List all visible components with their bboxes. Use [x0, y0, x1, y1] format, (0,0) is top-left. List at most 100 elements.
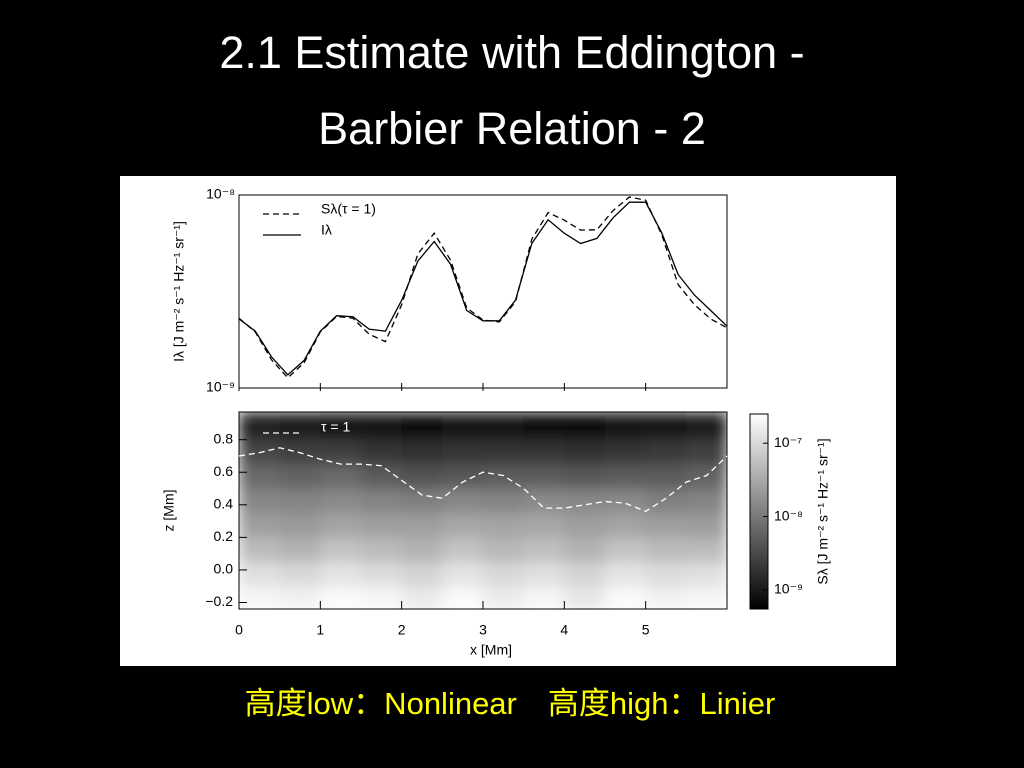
y-tick-label: 0.8 — [214, 430, 234, 446]
heatmap-cell — [239, 537, 281, 563]
heatmap-cell — [645, 464, 687, 490]
heatmap-cell — [361, 561, 403, 587]
heatmap-cell — [645, 586, 687, 609]
colorbar-tick-label: 10⁻⁷ — [774, 434, 802, 450]
heatmap-cell — [320, 488, 362, 514]
y-tick-label: 0.0 — [214, 561, 234, 577]
y-axis-label: Iλ [J m⁻² s⁻¹ Hz⁻¹ sr⁻¹] — [171, 221, 187, 362]
line — [238, 201, 728, 376]
heatmap-cell — [523, 537, 565, 563]
heatmap-cell — [279, 537, 321, 563]
heatmap-cell — [605, 439, 647, 465]
y-tick-label: 10⁻⁸ — [206, 186, 235, 202]
colorbar-tick-label: 10⁻⁸ — [774, 507, 803, 523]
heatmap-cell — [320, 412, 362, 441]
x-tick-label: 1 — [316, 622, 324, 638]
heatmap-cell — [483, 412, 525, 441]
heatmap-cell — [483, 537, 525, 563]
heatmap-cell — [483, 561, 525, 587]
legend-label: τ = 1 — [321, 419, 350, 435]
heatmap-cell — [605, 412, 647, 441]
legend-label: Sλ(τ = 1) — [321, 201, 376, 217]
legend-label: Iλ — [321, 222, 332, 238]
heatmap-cell — [645, 512, 687, 538]
heatmap-cell — [442, 439, 484, 465]
heatmap-cell — [564, 586, 606, 609]
heatmap-cell — [605, 537, 647, 563]
heatmap-cell — [442, 464, 484, 490]
x-tick-label: 0 — [235, 622, 243, 638]
heatmap-cell — [442, 512, 484, 538]
heatmap-cell — [523, 464, 565, 490]
heatmap-cell — [401, 537, 443, 563]
heatmap-cell — [483, 488, 525, 514]
heatmap-cell — [239, 512, 281, 538]
heatmap-cell — [483, 512, 525, 538]
heatmap-cell — [442, 561, 484, 587]
heatmap-cell — [320, 464, 362, 490]
heatmap-clip — [239, 412, 727, 609]
heatmap-cell — [605, 464, 647, 490]
heatmap-cell — [279, 488, 321, 514]
heatmap-cell — [442, 586, 484, 609]
heatmap-cell — [279, 561, 321, 587]
heatmap-cell — [645, 488, 687, 514]
heatmap-cell — [564, 464, 606, 490]
y-tick-label: 0.4 — [214, 496, 234, 512]
heatmap-cell — [686, 488, 727, 514]
heatmap-cell — [361, 488, 403, 514]
heatmap-cell — [239, 561, 281, 587]
y-tick-label: 10⁻⁹ — [206, 379, 235, 395]
heatmap-cell — [239, 586, 281, 609]
y-tick-label: −0.2 — [205, 593, 233, 609]
heatmap-cell — [361, 412, 403, 441]
y-tick-label: 0.2 — [214, 528, 234, 544]
x-tick-label: 4 — [560, 622, 568, 638]
heatmap-cell — [605, 586, 647, 609]
heatmap-cell — [523, 586, 565, 609]
x-tick-label: 2 — [398, 622, 406, 638]
heatmap-cell — [686, 439, 727, 465]
heatmap-cell — [401, 439, 443, 465]
heatmap-cell — [564, 512, 606, 538]
heatmap-cell — [279, 464, 321, 490]
colorbar-label: Sλ [J m⁻² s⁻¹ Hz⁻¹ sr⁻¹] — [815, 438, 831, 584]
heatmap-cell — [320, 512, 362, 538]
heatmap-cell — [401, 464, 443, 490]
heatmap-cell — [279, 512, 321, 538]
heatmap-cell — [645, 537, 687, 563]
heatmap-cell — [523, 488, 565, 514]
caption: 高度low：Nonlinear 高度high：Linier — [245, 686, 776, 721]
heatmap-cell — [564, 439, 606, 465]
heatmap-cell — [442, 537, 484, 563]
heatmap-cell — [564, 537, 606, 563]
heatmap-cell — [320, 537, 362, 563]
heatmap-cell — [686, 537, 727, 563]
heatmap-cell — [564, 561, 606, 587]
heatmap-cell — [483, 439, 525, 465]
heatmap-cell — [401, 488, 443, 514]
heatmap-cell — [523, 439, 565, 465]
heatmap-cell — [564, 488, 606, 514]
heatmap-cell — [361, 586, 403, 609]
heatmap-cell — [401, 412, 443, 441]
colorbar — [749, 413, 769, 610]
heatmap-cell — [442, 488, 484, 514]
heatmap-cell — [239, 488, 281, 514]
heatmap-cell — [320, 561, 362, 587]
heatmap-cell — [320, 586, 362, 609]
heatmap-cell — [239, 412, 281, 441]
heatmap-cell — [361, 512, 403, 538]
x-axis-label: x [Mm] — [470, 642, 512, 658]
x-tick-label: 5 — [642, 622, 650, 638]
heatmap — [239, 412, 727, 609]
heatmap-cell — [605, 561, 647, 587]
heatmap-cell — [686, 586, 727, 609]
heatmap-cell — [605, 512, 647, 538]
heatmap-cell — [279, 412, 321, 441]
heatmap-cell — [401, 512, 443, 538]
heatmap-cell — [564, 412, 606, 441]
heatmap-cell — [645, 439, 687, 465]
heatmap-cell — [239, 464, 281, 490]
